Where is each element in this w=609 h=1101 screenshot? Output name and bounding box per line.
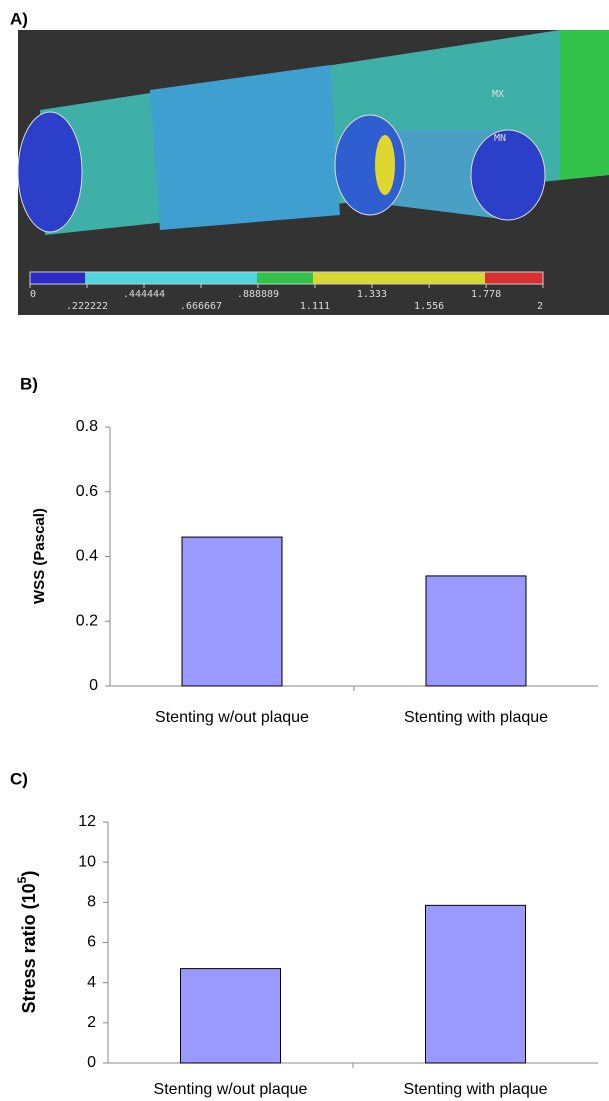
y-tick-label: 12: [78, 813, 96, 830]
y-tick-label: 0: [89, 677, 98, 694]
y-tick-label: 0.4: [76, 548, 98, 565]
y-tick-label: 6: [87, 934, 96, 951]
bar: [426, 905, 526, 1063]
y-axis-label-part: Stress ratio (10: [19, 883, 39, 1013]
y-tick-label: 8: [87, 894, 96, 911]
bar: [426, 576, 526, 686]
stent-region: [150, 65, 340, 230]
y-tick-label: 10: [78, 853, 96, 870]
colorbar-segment: [313, 272, 485, 284]
colorbar-tick-label: 0: [30, 289, 36, 300]
y-tick-label: 0: [87, 1054, 96, 1071]
colorbar-segment: [485, 272, 543, 284]
x-tick-label: Stenting with plaque: [403, 1081, 547, 1098]
y-tick-label: 0.2: [76, 612, 98, 629]
x-tick-label: Stenting w/out plaque: [155, 709, 309, 726]
vessel-end: [560, 30, 609, 180]
figure: A) MX MN 0 .222222 .444444 .666667 .888889 1.…: [0, 0, 609, 1101]
colorbar-segment: [257, 272, 313, 284]
panel-label: B): [20, 374, 38, 393]
colorbar-tick-label: 1.111: [300, 301, 330, 312]
panel-label: C): [10, 769, 28, 788]
colorbar-tick-label: 2: [537, 301, 543, 312]
x-tick-label: Stenting with plaque: [404, 709, 548, 726]
x-tick-label: Stenting w/out plaque: [154, 1081, 308, 1098]
y-tick-label: 2: [87, 1014, 96, 1031]
y-axis-label-part: ): [19, 871, 39, 877]
hotspot: [375, 135, 395, 195]
outlet: [471, 130, 545, 220]
colorbar-tick-label: .888889: [237, 289, 279, 300]
y-axis-label: WSS (Pascal): [31, 508, 48, 604]
page: A) MX MN 0 .222222 .444444 .666667 .888889 1.…: [0, 0, 609, 1101]
colorbar-segment: [30, 272, 85, 284]
colorbar-tick-label: 1.333: [357, 289, 387, 300]
colorbar-tick-label: .444444: [123, 289, 165, 300]
colorbar-tick-label: 1.778: [471, 289, 501, 300]
bar: [181, 969, 281, 1063]
y-tick-label: 0.8: [76, 418, 98, 435]
colorbar-tick-label: .222222: [66, 301, 108, 312]
max-marker: MX: [492, 89, 504, 100]
min-marker: MN: [494, 133, 506, 144]
y-tick-label: 0.6: [76, 483, 98, 500]
colorbar: [30, 272, 543, 284]
colorbar-tick-label: .666667: [180, 301, 222, 312]
colorbar-tick-label: 1.556: [414, 301, 444, 312]
colorbar-segment: [85, 272, 257, 284]
inlet: [18, 112, 82, 232]
y-tick-label: 4: [87, 974, 96, 991]
y-axis-label: Stress ratio (105): [15, 871, 39, 1014]
panel-label: A): [10, 9, 28, 28]
bar: [182, 537, 282, 686]
